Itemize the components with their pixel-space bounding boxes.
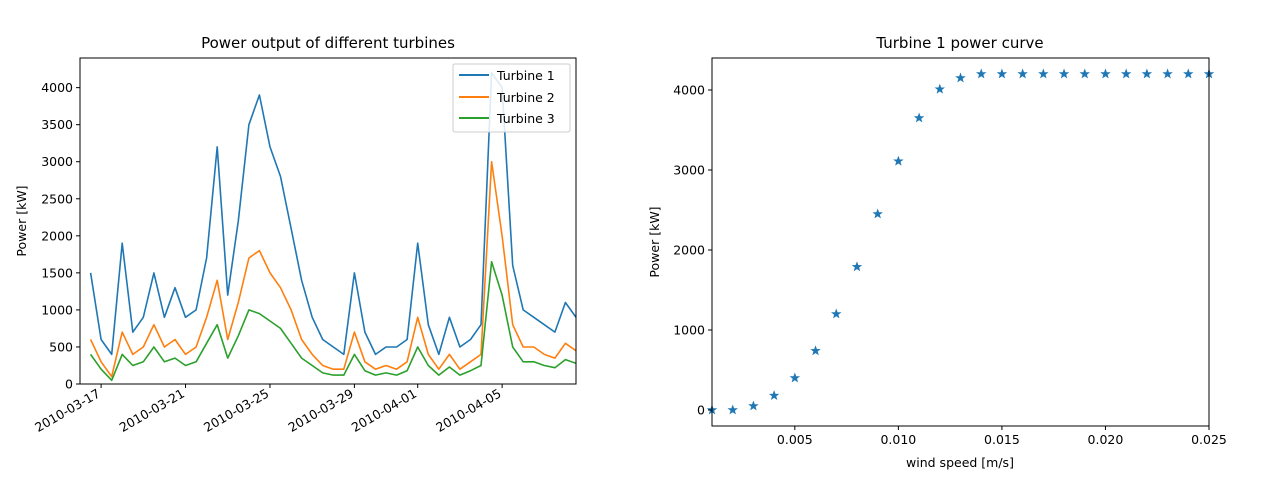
axes-frame <box>79 57 577 385</box>
y-tick-label: 4000 <box>673 83 705 98</box>
y-tick-label: 1500 <box>41 265 73 280</box>
x-tick-label: 2010-04-01 <box>349 386 419 435</box>
x-tick-label: 2010-04-05 <box>433 386 503 435</box>
data-point <box>1079 68 1090 79</box>
x-axis-label: wind speed [m/s] <box>906 455 1014 470</box>
data-point <box>1120 68 1132 79</box>
data-point <box>831 308 842 319</box>
x-tick-label: 0.015 <box>984 432 1020 447</box>
data-point <box>955 72 966 83</box>
x-axis: 2010-03-17 2010-03-21 2010-03-25 2010-03-29… <box>32 384 504 435</box>
series-line-turbine-2 <box>89 160 576 378</box>
y-axis-label: Power [kW] <box>14 185 29 256</box>
y-tick-label: 500 <box>49 339 73 354</box>
y-axis: 0 1000 2000 3000 4000 <box>673 83 712 418</box>
legend-label-turbine-2: Turbine 2 <box>496 90 555 105</box>
data-point <box>1017 68 1028 79</box>
y-tick-label: 3500 <box>41 117 73 132</box>
x-tick-label: 0.010 <box>880 432 916 447</box>
data-point <box>768 390 780 401</box>
y-tick-label: 3000 <box>673 163 705 178</box>
series-line-turbine-3 <box>89 260 576 382</box>
y-axis-label: Power [kW] <box>647 206 662 277</box>
data-point <box>1038 68 1049 79</box>
data-point <box>1100 68 1111 79</box>
data-point <box>1058 68 1070 79</box>
y-tick-label: 0 <box>65 377 73 392</box>
data-point <box>1162 68 1173 79</box>
x-axis: 0.005 0.010 0.015 0.020 0.025 <box>777 426 1227 447</box>
data-point <box>996 68 1008 79</box>
data-point <box>727 404 738 415</box>
y-tick-label: 2000 <box>673 243 705 258</box>
y-tick-label: 1000 <box>41 302 73 317</box>
data-point <box>851 261 863 272</box>
y-tick-label: 0 <box>697 403 705 418</box>
y-tick-label: 2500 <box>41 191 73 206</box>
data-point <box>872 208 883 219</box>
power-curve-chart: Turbine 1 power curve 01000200030004000 … <box>647 34 1227 470</box>
y-tick-label: 3000 <box>41 154 73 169</box>
y-tick-label: 1000 <box>673 323 705 338</box>
data-point <box>934 83 946 94</box>
data-point <box>810 345 821 356</box>
x-tick-label: 2010-03-29 <box>285 386 355 435</box>
legend-box <box>452 63 571 133</box>
x-tick-label: 0.005 <box>777 432 813 447</box>
data-point <box>748 400 759 411</box>
turbine-output-chart: Power output of different turbines 0 500 1… <box>14 34 577 435</box>
y-tick-label: 2000 <box>41 228 73 243</box>
x-tick-label: 0.020 <box>1088 432 1124 447</box>
x-tick-label: 2010-03-21 <box>117 386 187 435</box>
axes-frame <box>711 57 1210 427</box>
data-point <box>789 372 801 383</box>
data-point <box>893 155 904 166</box>
legend-label-turbine-1: Turbine 1 <box>496 68 555 83</box>
data-point <box>1141 68 1153 79</box>
x-tick-label: 2010-03-17 <box>32 386 102 435</box>
y-tick-label: 4000 <box>41 80 73 95</box>
chart-title: Power output of different turbines <box>201 34 455 52</box>
legend: Turbine 1 Turbine 2 Turbine 3 <box>452 63 571 133</box>
data-point <box>1183 68 1194 79</box>
data-point <box>975 68 987 79</box>
legend-label-turbine-3: Turbine 3 <box>496 111 555 126</box>
y-axis: 0 500 1000 1500 2000 2500 3000 3500 4000 <box>41 80 80 392</box>
chart-title: Turbine 1 power curve <box>875 34 1043 52</box>
plot-area <box>706 68 1215 415</box>
x-tick-label: 0.025 <box>1191 432 1227 447</box>
x-tick-label: 2010-03-25 <box>201 386 271 435</box>
data-point <box>913 112 925 123</box>
